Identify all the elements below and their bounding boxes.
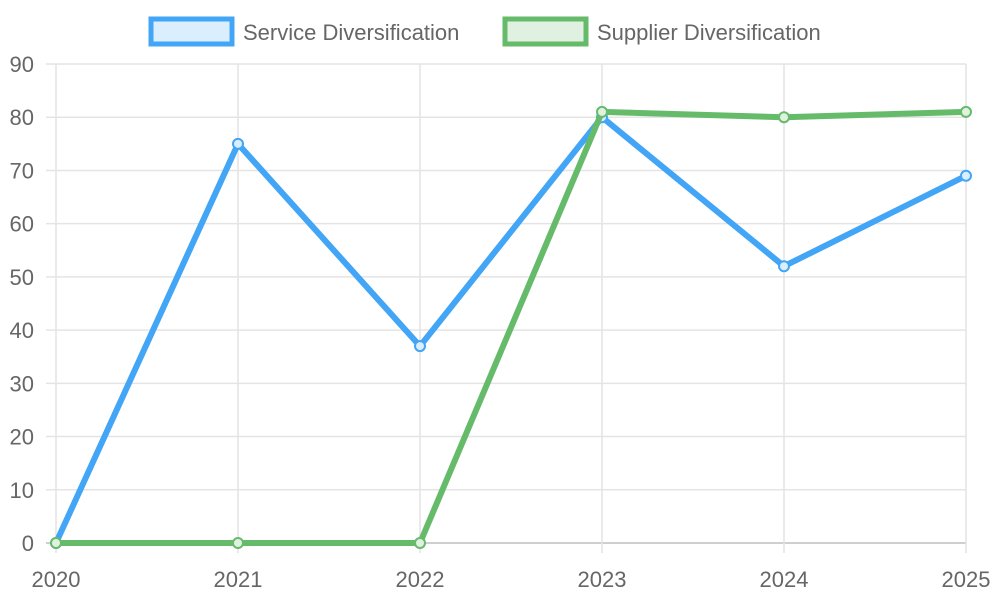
data-point[interactable]	[232, 137, 244, 150]
data-point[interactable]	[960, 169, 972, 182]
legend-swatch-supplier	[502, 16, 589, 47]
data-point[interactable]	[414, 340, 426, 353]
series-line-0	[53, 114, 968, 545]
y-tick-label: 70	[10, 158, 34, 183]
legend-item-service[interactable]: Service Diversification	[148, 16, 459, 47]
x-tick-label: 2023	[578, 567, 627, 592]
y-tick-label: 90	[10, 52, 34, 77]
data-point[interactable]	[232, 537, 244, 549]
data-point[interactable]	[50, 537, 62, 549]
y-tick-label: 20	[10, 425, 34, 450]
data-point[interactable]	[778, 111, 790, 124]
data-point[interactable]	[414, 537, 426, 549]
y-axis: 0 10 20 30 40 50 60 70 80 90	[10, 52, 34, 556]
data-point[interactable]	[960, 105, 972, 118]
legend-label-supplier: Supplier Diversification	[597, 20, 821, 45]
legend: Service Diversification Supplier Diversi…	[148, 16, 821, 47]
data-point[interactable]	[778, 260, 790, 273]
y-tick-label: 10	[10, 478, 34, 503]
legend-item-supplier[interactable]: Supplier Diversification	[502, 16, 821, 47]
y-tick-label: 80	[10, 105, 34, 130]
x-tick-label: 2024	[760, 567, 809, 592]
x-tick-label: 2025	[942, 567, 991, 592]
legend-label-service: Service Diversification	[243, 20, 459, 45]
x-tick-label: 2021	[214, 567, 263, 592]
grid-lines	[46, 63, 967, 553]
y-tick-label: 50	[10, 265, 34, 290]
y-tick-label: 0	[22, 531, 34, 556]
y-tick-label: 60	[10, 212, 34, 237]
y-tick-label: 30	[10, 371, 34, 396]
x-axis: 2020 2021 2022 2023 2024 2025	[32, 567, 991, 592]
data-point[interactable]	[596, 105, 608, 118]
x-tick-label: 2020	[32, 567, 81, 592]
series-line-1	[56, 108, 967, 546]
y-tick-label: 40	[10, 318, 34, 343]
series-lines	[50, 105, 972, 549]
legend-swatch-service	[148, 16, 235, 47]
x-tick-label: 2022	[396, 567, 445, 592]
